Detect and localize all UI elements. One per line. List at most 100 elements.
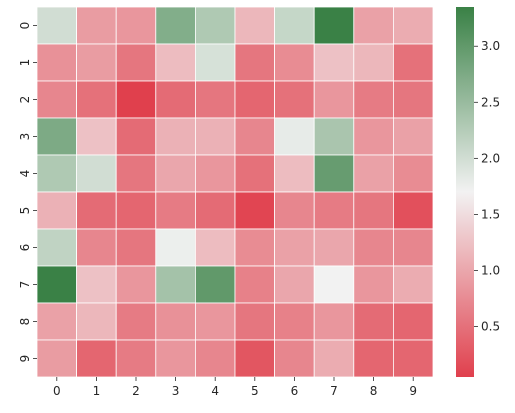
colorbar-tick-label: 0.5 bbox=[481, 320, 500, 334]
colorbar-tick-label: 1.5 bbox=[481, 207, 500, 221]
heatmap-cell bbox=[274, 339, 315, 378]
x-tick-label: 9 bbox=[409, 384, 417, 398]
y-tick-label: 0 bbox=[18, 22, 32, 30]
x-tick-label: 0 bbox=[53, 384, 61, 398]
heatmap-cell bbox=[194, 6, 236, 45]
heatmap-cell bbox=[115, 265, 157, 304]
heatmap-cell bbox=[392, 228, 434, 267]
heatmap-cell bbox=[313, 6, 355, 45]
y-tick-label: 8 bbox=[18, 318, 32, 326]
heatmap-cell bbox=[155, 302, 196, 341]
heatmap-cell bbox=[313, 339, 355, 378]
heatmap-cell bbox=[353, 191, 394, 230]
heatmap-cell bbox=[392, 43, 434, 82]
colorbar-tick-label: 3.0 bbox=[481, 39, 500, 53]
heatmap-cell bbox=[313, 80, 355, 119]
heatmap-cell bbox=[36, 191, 77, 230]
heatmap-cell bbox=[36, 228, 77, 267]
heatmap-cell bbox=[155, 117, 196, 156]
heatmap-cell bbox=[36, 80, 77, 119]
y-tick-label: 6 bbox=[18, 244, 32, 252]
heatmap-cell bbox=[155, 339, 196, 378]
heatmap-cell bbox=[115, 154, 157, 193]
heatmap-cell bbox=[155, 80, 196, 119]
x-tick-label: 6 bbox=[291, 384, 299, 398]
x-tick-label: 4 bbox=[211, 384, 219, 398]
heatmap-cell bbox=[194, 80, 236, 119]
heatmap-cell bbox=[194, 265, 236, 304]
heatmap-cell bbox=[234, 265, 275, 304]
heatmap-cell bbox=[274, 154, 315, 193]
heatmap-cell bbox=[76, 302, 117, 341]
x-tick-label: 2 bbox=[132, 384, 140, 398]
heatmap-cell bbox=[353, 6, 394, 45]
heatmap-cell bbox=[115, 228, 157, 267]
heatmap-cell bbox=[194, 228, 236, 267]
x-axis-ticks: 0 1 2 3 4 5 6 7 8 9 bbox=[53, 377, 417, 398]
x-tick-label: 5 bbox=[251, 384, 259, 398]
heatmap-cell bbox=[313, 265, 355, 304]
heatmap-cell bbox=[353, 265, 394, 304]
heatmap-cell bbox=[155, 43, 196, 82]
heatmap-cell bbox=[76, 43, 117, 82]
heatmap-cell bbox=[76, 80, 117, 119]
heatmap-cell bbox=[234, 154, 275, 193]
heatmap-cell bbox=[313, 43, 355, 82]
heatmap-cell bbox=[36, 154, 77, 193]
x-tick-label: 1 bbox=[93, 384, 101, 398]
heatmap-cell bbox=[392, 339, 434, 378]
colorbar-gradient bbox=[456, 7, 474, 377]
x-tick-label: 8 bbox=[370, 384, 378, 398]
y-tick-label: 2 bbox=[18, 96, 32, 104]
heatmap-cell bbox=[313, 228, 355, 267]
heatmap-cell bbox=[194, 302, 236, 341]
heatmap-cell bbox=[115, 117, 157, 156]
heatmap-cell bbox=[353, 117, 394, 156]
heatmap-cell bbox=[353, 302, 394, 341]
colorbar: 0.5 1.0 1.5 2.0 2.5 3.0 bbox=[456, 7, 500, 377]
colorbar-tick-label: 2.5 bbox=[481, 95, 500, 109]
heatmap-cell bbox=[313, 302, 355, 341]
heatmap-cell bbox=[115, 80, 157, 119]
heatmap-cell bbox=[274, 43, 315, 82]
heatmap-cell bbox=[155, 6, 196, 45]
heatmap-cell bbox=[36, 43, 77, 82]
heatmap-cell bbox=[234, 117, 275, 156]
heatmap-cell bbox=[274, 117, 315, 156]
heatmap-cell bbox=[313, 117, 355, 156]
heatmap-cell bbox=[194, 43, 236, 82]
heatmap-cell bbox=[274, 265, 315, 304]
heatmap-cell bbox=[274, 228, 315, 267]
heatmap-cell bbox=[194, 154, 236, 193]
heatmap-cell bbox=[392, 302, 434, 341]
heatmap-cell bbox=[392, 265, 434, 304]
y-tick-label: 4 bbox=[18, 170, 32, 178]
heatmap-cell bbox=[36, 339, 77, 378]
heatmap-cells bbox=[36, 6, 434, 378]
heatmap-cell bbox=[353, 339, 394, 378]
heatmap-cell bbox=[76, 228, 117, 267]
heatmap-cell bbox=[392, 154, 434, 193]
heatmap-cell bbox=[194, 339, 236, 378]
heatmap-cell bbox=[392, 6, 434, 45]
heatmap-cell bbox=[274, 302, 315, 341]
heatmap-cell bbox=[155, 191, 196, 230]
heatmap-cell bbox=[353, 228, 394, 267]
heatmap-cell bbox=[353, 154, 394, 193]
heatmap-cell bbox=[194, 191, 236, 230]
heatmap-cell bbox=[76, 339, 117, 378]
heatmap-cell bbox=[194, 117, 236, 156]
heatmap-cell bbox=[36, 265, 77, 304]
heatmap-cell bbox=[274, 6, 315, 45]
colorbar-tick-label: 2.0 bbox=[481, 151, 500, 165]
heatmap-cell bbox=[115, 191, 157, 230]
heatmap-cell bbox=[313, 154, 355, 193]
heatmap-cell bbox=[392, 191, 434, 230]
heatmap-cell bbox=[353, 80, 394, 119]
heatmap-cell bbox=[234, 80, 275, 119]
heatmap-cell bbox=[155, 265, 196, 304]
y-tick-label: 7 bbox=[18, 281, 32, 289]
heatmap-cell bbox=[76, 191, 117, 230]
heatmap-cell bbox=[234, 6, 275, 45]
